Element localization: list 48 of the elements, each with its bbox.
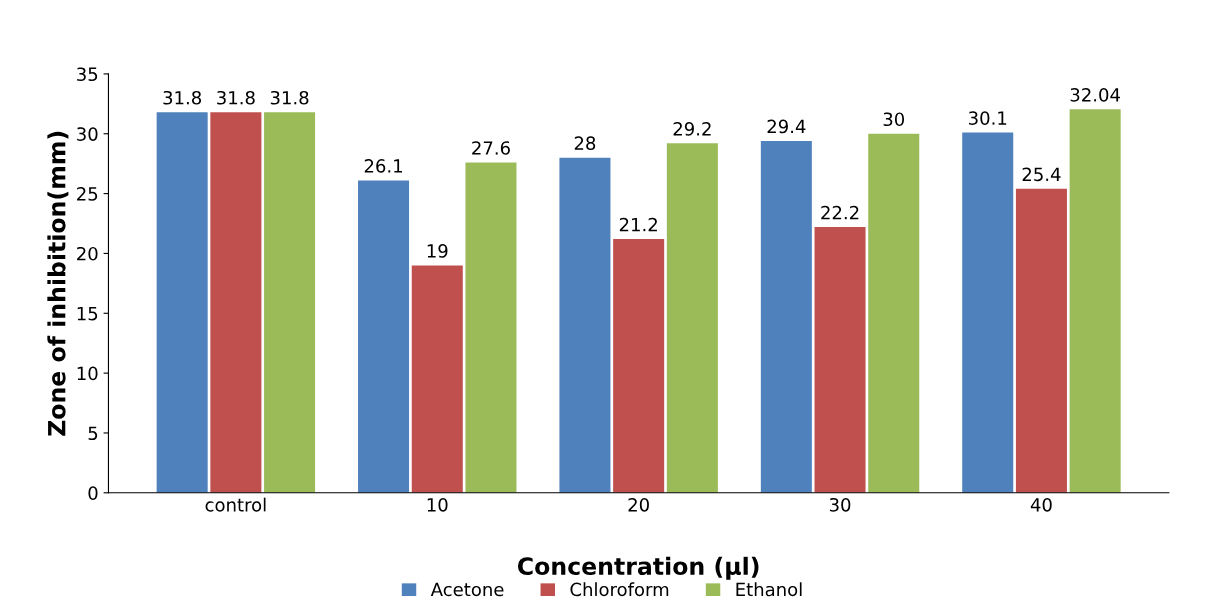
data-label: 32.04	[1070, 88, 1120, 102]
data-label: 29.4	[767, 119, 806, 134]
bar	[411, 265, 463, 493]
legend-label: Acetone	[430, 582, 504, 597]
data-label: 28	[574, 136, 596, 151]
x-tick-label: 30	[829, 497, 851, 512]
bar	[156, 112, 208, 493]
y-tick-label: 5	[88, 426, 98, 441]
bar	[559, 157, 611, 493]
bar	[358, 180, 410, 493]
y-tick-label: 10	[77, 366, 98, 381]
x-tick-label: control	[205, 497, 266, 512]
bar	[666, 143, 718, 493]
y-tick-label: 35	[77, 67, 98, 82]
data-label: 22.2	[821, 205, 859, 220]
legend-label: Ethanol	[736, 582, 802, 597]
data-label: 31.8	[217, 90, 255, 105]
data-label: 25.4	[1022, 167, 1061, 182]
data-label: 31.8	[163, 90, 202, 105]
x-tick-label: 40	[1030, 497, 1052, 512]
data-label: 26.1	[364, 159, 402, 173]
bar	[613, 239, 665, 493]
y-tick-label: 15	[77, 306, 98, 321]
data-label: 19	[427, 244, 448, 258]
y-tick-label: 25	[77, 187, 98, 201]
y-tick-label: 0	[88, 486, 98, 500]
data-label: 31.8	[270, 90, 309, 105]
data-label: 29.2	[673, 122, 711, 136]
data-label: 21.2	[619, 217, 657, 232]
x-axis-title: Concentration (µl)	[517, 556, 759, 580]
x-tick-label: 20	[628, 497, 649, 512]
legend-label: Chloroform	[570, 582, 669, 597]
bar	[962, 132, 1014, 493]
y-tick-label: 30	[77, 127, 98, 141]
bar	[465, 162, 517, 493]
y-tick-label: 20	[77, 246, 98, 261]
bar	[814, 227, 866, 493]
bar	[760, 140, 812, 493]
bar	[1069, 109, 1121, 493]
data-label: 30	[883, 112, 905, 127]
bar	[210, 112, 262, 493]
bar	[264, 112, 316, 493]
y-axis-title: Zone of inhibition(mm)	[47, 131, 69, 436]
x-tick-label: 10	[427, 497, 448, 512]
data-label: 30.1	[969, 111, 1007, 125]
bar	[868, 133, 920, 493]
data-label: 27.6	[472, 141, 510, 155]
bar	[1015, 188, 1067, 493]
